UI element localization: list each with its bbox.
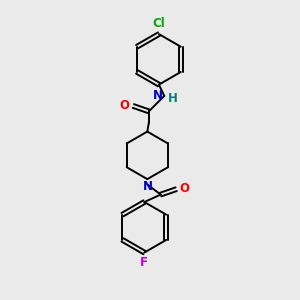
Text: N: N — [153, 89, 163, 102]
Text: H: H — [168, 92, 178, 105]
Text: O: O — [120, 99, 130, 112]
Text: O: O — [180, 182, 190, 195]
Text: N: N — [143, 180, 153, 193]
Text: Cl: Cl — [152, 17, 165, 30]
Text: F: F — [140, 256, 148, 269]
